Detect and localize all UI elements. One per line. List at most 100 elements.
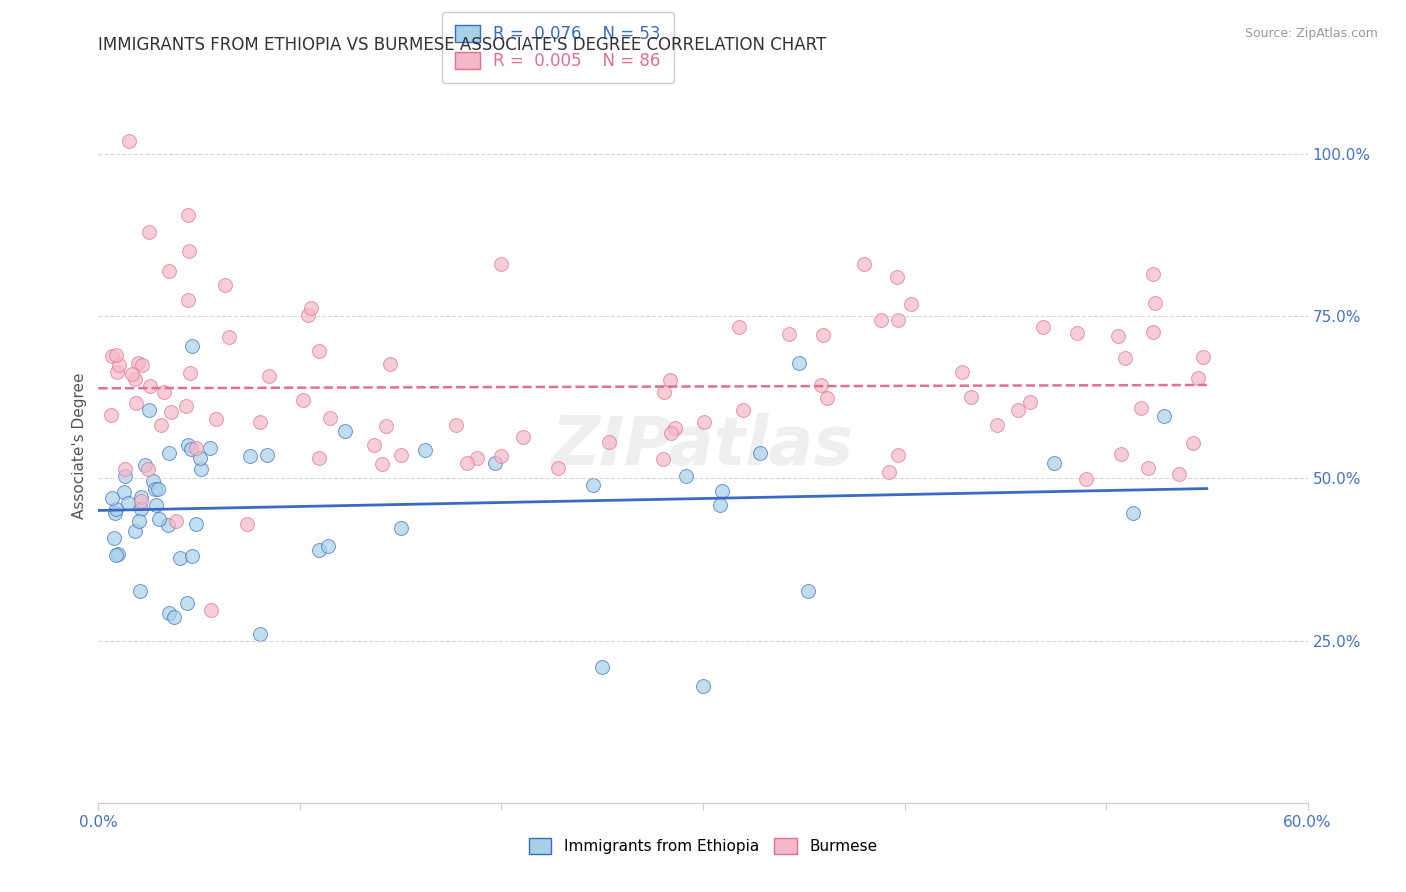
Point — [157, 264, 180, 278]
Point — [728, 320, 751, 334]
Point — [124, 372, 146, 386]
Point — [1007, 403, 1029, 417]
Point — [146, 483, 169, 497]
Point — [142, 474, 165, 488]
Point — [186, 441, 208, 455]
Point — [169, 551, 191, 566]
Point — [444, 417, 467, 432]
Point — [1142, 267, 1164, 281]
Point — [118, 134, 141, 148]
Text: ZIPatlas: ZIPatlas — [553, 413, 853, 479]
Point — [131, 359, 153, 373]
Point — [731, 402, 754, 417]
Point — [107, 547, 129, 561]
Point — [853, 257, 876, 271]
Point — [710, 484, 733, 499]
Point — [1137, 460, 1160, 475]
Point — [138, 225, 160, 239]
Point — [139, 379, 162, 393]
Point — [659, 426, 682, 441]
Point — [869, 313, 891, 327]
Point — [176, 596, 198, 610]
Point — [1018, 395, 1040, 409]
Point — [491, 257, 513, 271]
Point — [465, 451, 488, 466]
Point — [811, 328, 834, 343]
Point — [174, 399, 197, 413]
Point — [152, 384, 174, 399]
Point — [333, 424, 356, 438]
Point — [256, 448, 278, 462]
Point — [259, 368, 281, 383]
Point — [236, 516, 259, 531]
Point — [692, 679, 714, 693]
Point — [117, 496, 139, 510]
Point — [371, 457, 394, 471]
Point — [104, 348, 127, 362]
Point — [456, 456, 478, 470]
Point — [180, 549, 202, 563]
Point — [104, 501, 127, 516]
Point — [104, 506, 127, 520]
Point — [291, 393, 314, 408]
Point — [319, 411, 342, 425]
Point — [1066, 326, 1088, 341]
Point — [177, 208, 200, 222]
Point — [1144, 296, 1167, 310]
Point — [129, 502, 152, 516]
Text: Source: ZipAtlas.com: Source: ZipAtlas.com — [1244, 27, 1378, 40]
Point — [374, 419, 396, 434]
Point — [121, 367, 143, 381]
Point — [797, 584, 820, 599]
Point — [114, 468, 136, 483]
Point — [127, 356, 149, 370]
Point — [131, 490, 153, 504]
Point — [205, 412, 228, 426]
Point — [149, 417, 172, 432]
Point — [184, 516, 207, 531]
Point — [1192, 350, 1215, 364]
Point — [664, 420, 686, 434]
Point — [157, 606, 180, 620]
Point — [591, 659, 613, 673]
Point — [100, 408, 122, 422]
Point — [512, 429, 534, 443]
Point — [128, 583, 150, 598]
Point — [214, 278, 236, 293]
Point — [1153, 409, 1175, 424]
Point — [693, 415, 716, 429]
Point — [188, 451, 211, 466]
Point — [778, 326, 800, 341]
Point — [389, 448, 412, 462]
Point — [163, 609, 186, 624]
Point — [125, 396, 148, 410]
Point — [112, 484, 135, 499]
Point — [138, 402, 160, 417]
Point — [143, 482, 166, 496]
Point — [960, 390, 983, 404]
Point — [157, 518, 180, 533]
Point — [709, 498, 731, 512]
Point — [489, 449, 512, 463]
Point — [950, 365, 973, 379]
Point — [299, 301, 322, 316]
Y-axis label: Associate's Degree: Associate's Degree — [72, 373, 87, 519]
Point — [249, 415, 271, 429]
Point — [547, 461, 569, 475]
Point — [218, 330, 240, 344]
Point — [1130, 401, 1153, 415]
Point — [128, 514, 150, 528]
Point — [180, 442, 202, 456]
Point — [886, 448, 908, 462]
Text: IMMIGRANTS FROM ETHIOPIA VS BURMESE ASSOCIATE'S DEGREE CORRELATION CHART: IMMIGRANTS FROM ETHIOPIA VS BURMESE ASSO… — [98, 36, 827, 54]
Point — [1167, 467, 1189, 482]
Point — [179, 366, 201, 380]
Point — [598, 434, 620, 449]
Legend: Immigrants from Ethiopia, Burmese: Immigrants from Ethiopia, Burmese — [516, 826, 890, 866]
Point — [179, 244, 201, 259]
Point — [900, 296, 922, 310]
Point — [749, 446, 772, 460]
Point — [389, 521, 412, 535]
Point — [200, 603, 222, 617]
Point — [1114, 351, 1136, 366]
